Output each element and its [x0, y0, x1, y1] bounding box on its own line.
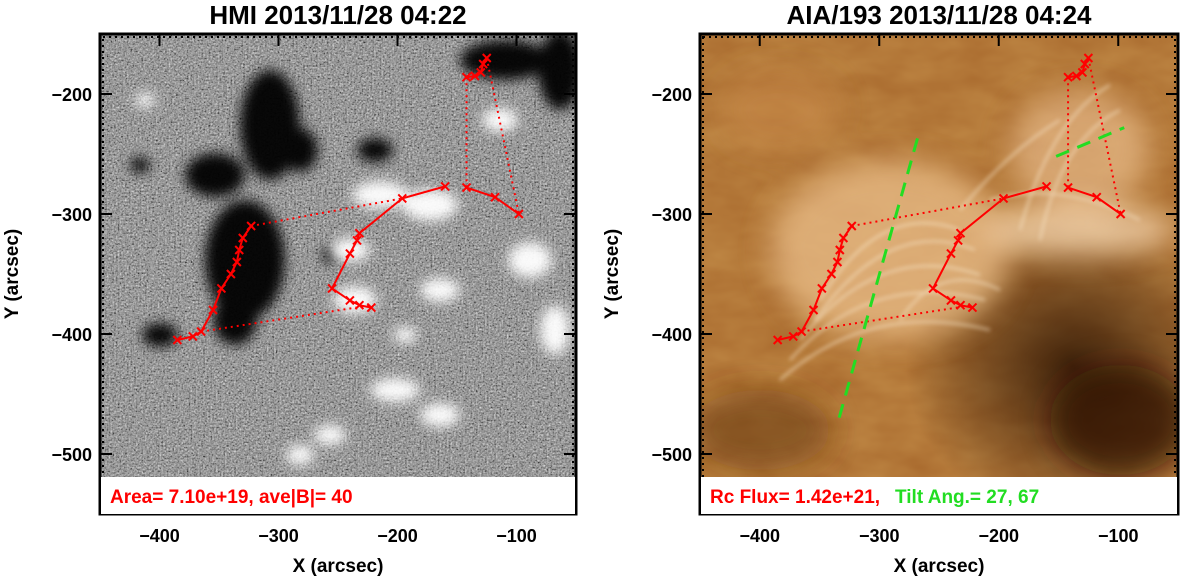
footpoint-marker — [345, 248, 355, 259]
x-tick-label: −400 — [139, 526, 180, 546]
y-tick-label: −500 — [51, 445, 92, 465]
x-tick-label: −300 — [258, 526, 299, 546]
footpoint-marker — [490, 192, 500, 202]
footpoint-marker — [953, 235, 963, 246]
negative-footpoint-path — [177, 225, 252, 341]
y-tick-label: −200 — [651, 85, 692, 105]
dotted-link — [801, 304, 973, 333]
x-tick-label: −100 — [1098, 526, 1139, 546]
x-tick-label: −400 — [739, 526, 780, 546]
footpoint-marker — [826, 269, 837, 279]
footpoint-marker — [397, 193, 407, 204]
xlabel-left: X (arcsec) — [293, 556, 384, 577]
footpoint-marker — [832, 257, 843, 267]
footpoint-marker — [1092, 192, 1102, 202]
footpoint-marker — [216, 283, 227, 294]
aia-193-image — [700, 34, 1178, 477]
footpoint-marker — [476, 67, 486, 78]
caption-area-text: Area= 7.10e+19, ave|B|= 40 — [110, 487, 353, 508]
tilt-axis-line — [1055, 126, 1125, 158]
footpoint-marker — [1077, 67, 1088, 78]
footpoint-marker — [835, 245, 845, 255]
footpoint-marker — [232, 257, 242, 267]
caption-box-right — [701, 477, 1177, 514]
x-tick-label: −300 — [859, 526, 900, 546]
panel-title-hmi: HMI 2013/11/28 04:22 — [209, 0, 467, 30]
footpoint-marker — [208, 305, 218, 315]
footpoint-marker — [946, 248, 956, 259]
dotted-link — [250, 197, 403, 227]
footpoint-marker — [238, 233, 248, 243]
footpoint-marker — [352, 235, 362, 246]
panel-title-aia: AIA/193 2013/11/28 04:24 — [786, 0, 1092, 30]
hmi-magnetogram-image — [100, 34, 576, 477]
dotted-link — [851, 197, 1004, 227]
footpoint-marker — [998, 193, 1009, 204]
footpoint-marker — [946, 295, 956, 306]
y-tick-label: −200 — [51, 85, 92, 105]
footpoint-marker — [470, 71, 480, 81]
footpoint-marker — [172, 335, 183, 345]
footpoint-marker — [327, 283, 337, 294]
footpoint-marker — [928, 283, 938, 294]
footpoint-marker — [478, 59, 488, 69]
overlay-right — [772, 53, 1126, 425]
negative-footpoint-path — [777, 225, 853, 341]
overlay-left — [172, 53, 524, 345]
footpoint-marker — [234, 245, 244, 255]
footpoint-marker — [808, 305, 819, 315]
footpoint-marker — [955, 228, 966, 238]
footpoint-marker — [955, 300, 966, 310]
footpoint-marker — [354, 228, 365, 238]
dotted-link — [485, 57, 520, 215]
x-tick-label: −200 — [978, 526, 1019, 546]
y-tick-label: −400 — [51, 325, 92, 345]
x-tick-label: −200 — [377, 526, 418, 546]
footpoint-marker — [188, 331, 198, 342]
footpoint-marker — [345, 295, 355, 306]
caption-box-left — [101, 477, 575, 514]
footpoint-marker — [226, 269, 236, 279]
footpoint-marker — [1115, 209, 1126, 219]
footpoint-marker — [440, 181, 450, 192]
footpoint-marker — [788, 331, 798, 342]
footpoint-marker — [1041, 181, 1052, 192]
caption-flux-text: Rc Flux= 1.42e+21, — [710, 487, 880, 508]
y-tick-label: −300 — [651, 205, 692, 225]
footpoint-marker — [817, 283, 827, 294]
y-tick-label: −400 — [651, 325, 692, 345]
footpoint-marker — [461, 182, 472, 193]
plot-frame-minor-ticks — [102, 36, 574, 512]
y-tick-label: −500 — [651, 445, 692, 465]
footpoint-marker — [772, 335, 783, 345]
footpoint-marker — [1063, 182, 1073, 193]
footpoint-marker — [838, 233, 849, 243]
xlabel-right: X (arcsec) — [894, 556, 985, 577]
tilt-axis-line — [835, 137, 919, 425]
footpoint-marker — [1071, 71, 1082, 81]
x-tick-label: −100 — [496, 526, 537, 546]
y-tick-label: −300 — [51, 205, 92, 225]
footpoint-marker — [514, 209, 524, 219]
caption-tilt-text: Tilt Ang.= 27, 67 — [895, 487, 1039, 508]
ylabel-left: Y (arcsec) — [2, 229, 23, 320]
footpoint-marker — [1080, 59, 1090, 69]
footpoint-marker — [967, 302, 978, 313]
ylabel-right: Y (arcsec) — [602, 229, 623, 320]
